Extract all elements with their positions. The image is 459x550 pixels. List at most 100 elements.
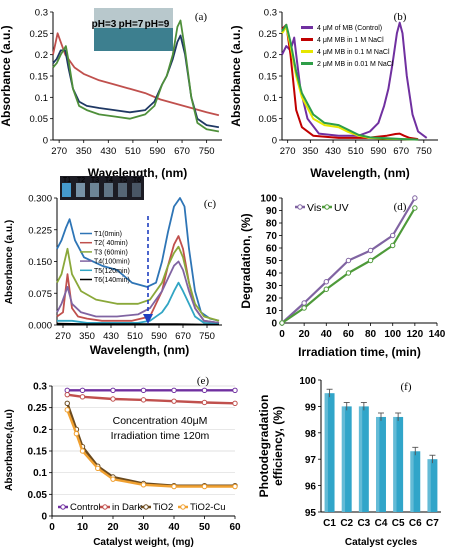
- x-tick-label: 100: [384, 329, 401, 340]
- data-point: [110, 387, 116, 394]
- x-tick-label: 60: [229, 522, 241, 533]
- panel-b: 0 0.05 0.1 0.15 0.2 0.25 0.3 270 350 430 510 590 670…: [229, 8, 438, 180]
- y-tick-label: 0.000: [28, 321, 52, 332]
- bar-c3: [358, 406, 369, 512]
- y-tick-label: 0.05: [259, 114, 278, 125]
- panel-label: (f): [401, 381, 412, 393]
- series-line-t4-100min-: [56, 260, 220, 324]
- y-tick-label: 50: [266, 256, 278, 267]
- x-tick-label: 430: [103, 331, 119, 342]
- data-point: [232, 387, 238, 394]
- y-tick-label: 0.3: [264, 8, 277, 19]
- data-point: [390, 242, 396, 249]
- y-tick-label: 0.1: [264, 93, 277, 104]
- annotation-irradiation: Irradiation time 120m: [111, 430, 210, 442]
- data-point: [323, 286, 329, 292]
- data-point: [140, 482, 147, 488]
- bar-highlight: [324, 393, 328, 512]
- x-axis-label: Irradiation time, (min): [298, 345, 421, 359]
- inset-label: T5: [119, 177, 127, 184]
- y-axis-label-line1: Photodegradation: [257, 395, 271, 498]
- x-tick-label: 750: [199, 331, 215, 342]
- x-tick-label: C2: [340, 518, 353, 529]
- x-tick-label: 30: [138, 522, 150, 533]
- data-point: [367, 257, 374, 264]
- y-tick-label: 0.300: [28, 194, 52, 205]
- data-point: [345, 257, 352, 264]
- x-tick-label: 350: [302, 146, 318, 157]
- y-tick-label: 98: [305, 429, 317, 440]
- x-tick-label: 350: [79, 331, 95, 342]
- legend-entry: TiO2: [153, 502, 173, 513]
- y-tick-label: 100: [299, 376, 316, 387]
- legend-marker: [60, 504, 66, 510]
- legend-entry: 4 μM MB in 1 M NaCl: [317, 37, 384, 44]
- x-tick-label: 670: [174, 146, 190, 157]
- y-tick-label: 0.25: [259, 29, 278, 40]
- legend-entry: UV: [334, 202, 349, 214]
- bar-c5: [393, 416, 404, 512]
- bar-highlight: [427, 459, 431, 512]
- legend-entry: T3 (60min): [94, 249, 128, 256]
- legend-entry: 4 μM MB in 0.1 M NaCl: [317, 49, 390, 56]
- annotation-concentration: Concentration 40μM: [113, 415, 208, 427]
- y-tick-label: 95: [305, 508, 317, 519]
- x-tick-label: 80: [365, 329, 377, 340]
- x-axis-label: Catalyst cycles: [345, 537, 418, 548]
- y-axis-label-line2: efficiency, (%): [271, 406, 285, 486]
- x-tick-label: 60: [343, 329, 355, 340]
- legend-entry: T5(120min): [94, 268, 130, 275]
- legend-entry: T6(140min): [94, 277, 130, 284]
- bar-highlight: [341, 406, 346, 512]
- x-tick-label: 670: [175, 331, 191, 342]
- legend-entry: Vis: [307, 202, 321, 214]
- y-tick-label: 10: [266, 306, 278, 317]
- y-tick-label: 0.05: [28, 490, 48, 501]
- y-axis-label: Absorbance (a.u.): [229, 25, 243, 126]
- x-tick-label: C7: [426, 518, 439, 529]
- inset-label: T2: [77, 177, 85, 184]
- x-tick-label: 670: [393, 146, 409, 157]
- y-tick-label: 0.225: [28, 225, 52, 236]
- bar-highlight: [393, 416, 397, 512]
- y-axis-label: Absorbance (a.u.): [0, 25, 13, 126]
- data-point: [140, 387, 147, 394]
- y-tick-label: 0.3: [33, 382, 47, 393]
- data-point: [79, 394, 86, 400]
- series-line-2: [52, 19, 220, 133]
- legend-entry: 2 μM MB in 0.01 M NaCl: [317, 61, 394, 68]
- x-tick-label: 510: [127, 331, 143, 342]
- series-line-in-dark: [67, 393, 236, 405]
- inset-label: pH=7: [119, 19, 144, 30]
- y-tick-label: 20: [266, 294, 278, 305]
- x-tick-label: 20: [299, 329, 311, 340]
- y-tick-label: 0.075: [28, 289, 52, 300]
- x-tick-label: C1: [323, 518, 336, 529]
- data-point: [79, 387, 86, 394]
- bar-c1: [324, 393, 335, 512]
- data-point: [140, 397, 147, 403]
- x-tick-label: 270: [51, 146, 67, 157]
- x-tick-label: 270: [55, 331, 71, 342]
- x-axis-label: Wavelength, (nm): [310, 166, 410, 180]
- x-tick-label: C6: [409, 518, 422, 529]
- data-point: [232, 483, 238, 490]
- data-point: [323, 279, 329, 285]
- panel-f: 95 96 97 98 99 100 C1 C2 C3 C4 C5 C6 C7 Catalyst cycl…: [257, 376, 441, 548]
- x-tick-label: C3: [357, 518, 370, 529]
- inset-label: T3: [91, 177, 99, 184]
- y-tick-label: 0.2: [264, 50, 277, 61]
- data-point: [73, 430, 80, 437]
- x-tick-label: 510: [125, 146, 141, 157]
- legend-marker: [143, 504, 149, 510]
- y-tick-label: 97: [305, 455, 317, 466]
- y-tick-label: 0: [271, 319, 277, 330]
- data-point: [79, 448, 86, 454]
- data-point: [301, 305, 307, 311]
- data-point: [412, 195, 418, 201]
- data-point: [201, 399, 208, 406]
- data-point: [279, 320, 285, 326]
- vial: [132, 183, 141, 197]
- x-tick-label: 430: [325, 146, 341, 157]
